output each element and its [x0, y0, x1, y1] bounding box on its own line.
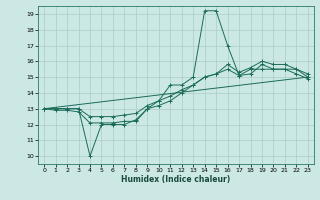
X-axis label: Humidex (Indice chaleur): Humidex (Indice chaleur) [121, 175, 231, 184]
